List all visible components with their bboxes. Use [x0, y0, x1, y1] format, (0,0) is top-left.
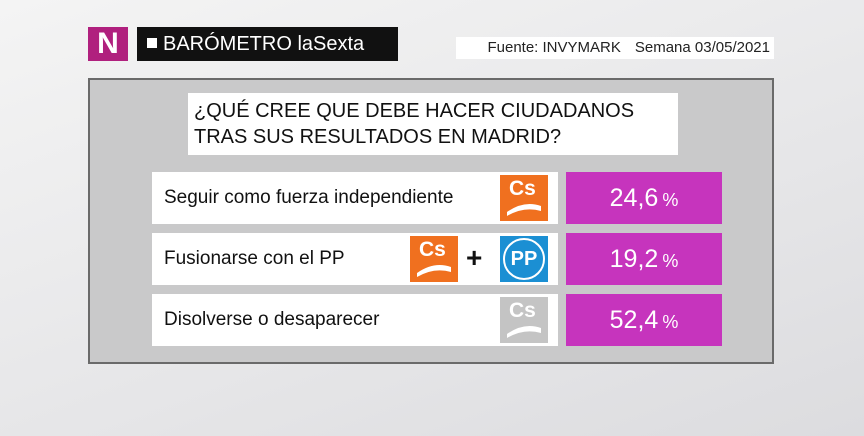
value-box: 19,2%	[566, 233, 722, 285]
source: Fuente: INVYMARK	[487, 39, 621, 56]
header-title: BARÓMETRO laSexta	[163, 33, 365, 55]
value: 52,4	[609, 306, 659, 334]
cs-logo: Cs	[410, 236, 458, 282]
question-box: ¿QUÉ CREE QUE DEBE HACER CIUDADANOS TRAS…	[188, 93, 678, 155]
week: Semana 03/05/2021	[634, 39, 770, 56]
unit: %	[662, 312, 679, 332]
channel-logo: N	[88, 27, 128, 61]
question-line: ¿QUÉ CREE QUE DEBE HACER CIUDADANOS	[194, 100, 635, 122]
pp-logo: PP	[500, 236, 548, 282]
question-line: TRAS SUS RESULTADOS EN MADRID?	[194, 126, 562, 148]
pp-text: PP	[503, 238, 545, 280]
plus: +	[466, 242, 483, 273]
cs-logo: Cs	[500, 175, 548, 221]
cs-text: Cs	[509, 177, 536, 200]
value-box: 24,6%	[566, 172, 722, 224]
unit: %	[662, 251, 679, 271]
cs-logo: Cs	[500, 297, 548, 343]
value: 24,6	[609, 184, 659, 212]
option-label: Seguir como fuerza independiente	[152, 172, 558, 224]
cs-text: Cs	[419, 238, 446, 261]
value: 19,2	[609, 245, 659, 273]
option-label: Disolverse o desaparecer	[152, 294, 558, 346]
option-label: Fusionarse con el PP	[152, 233, 558, 285]
source-box: Fuente: INVYMARK Semana 03/05/2021	[456, 37, 774, 59]
unit: %	[662, 190, 679, 210]
value-box: 52,4%	[566, 294, 722, 346]
header-title-box: BARÓMETRO laSexta	[137, 27, 398, 61]
cs-text: Cs	[509, 299, 536, 322]
